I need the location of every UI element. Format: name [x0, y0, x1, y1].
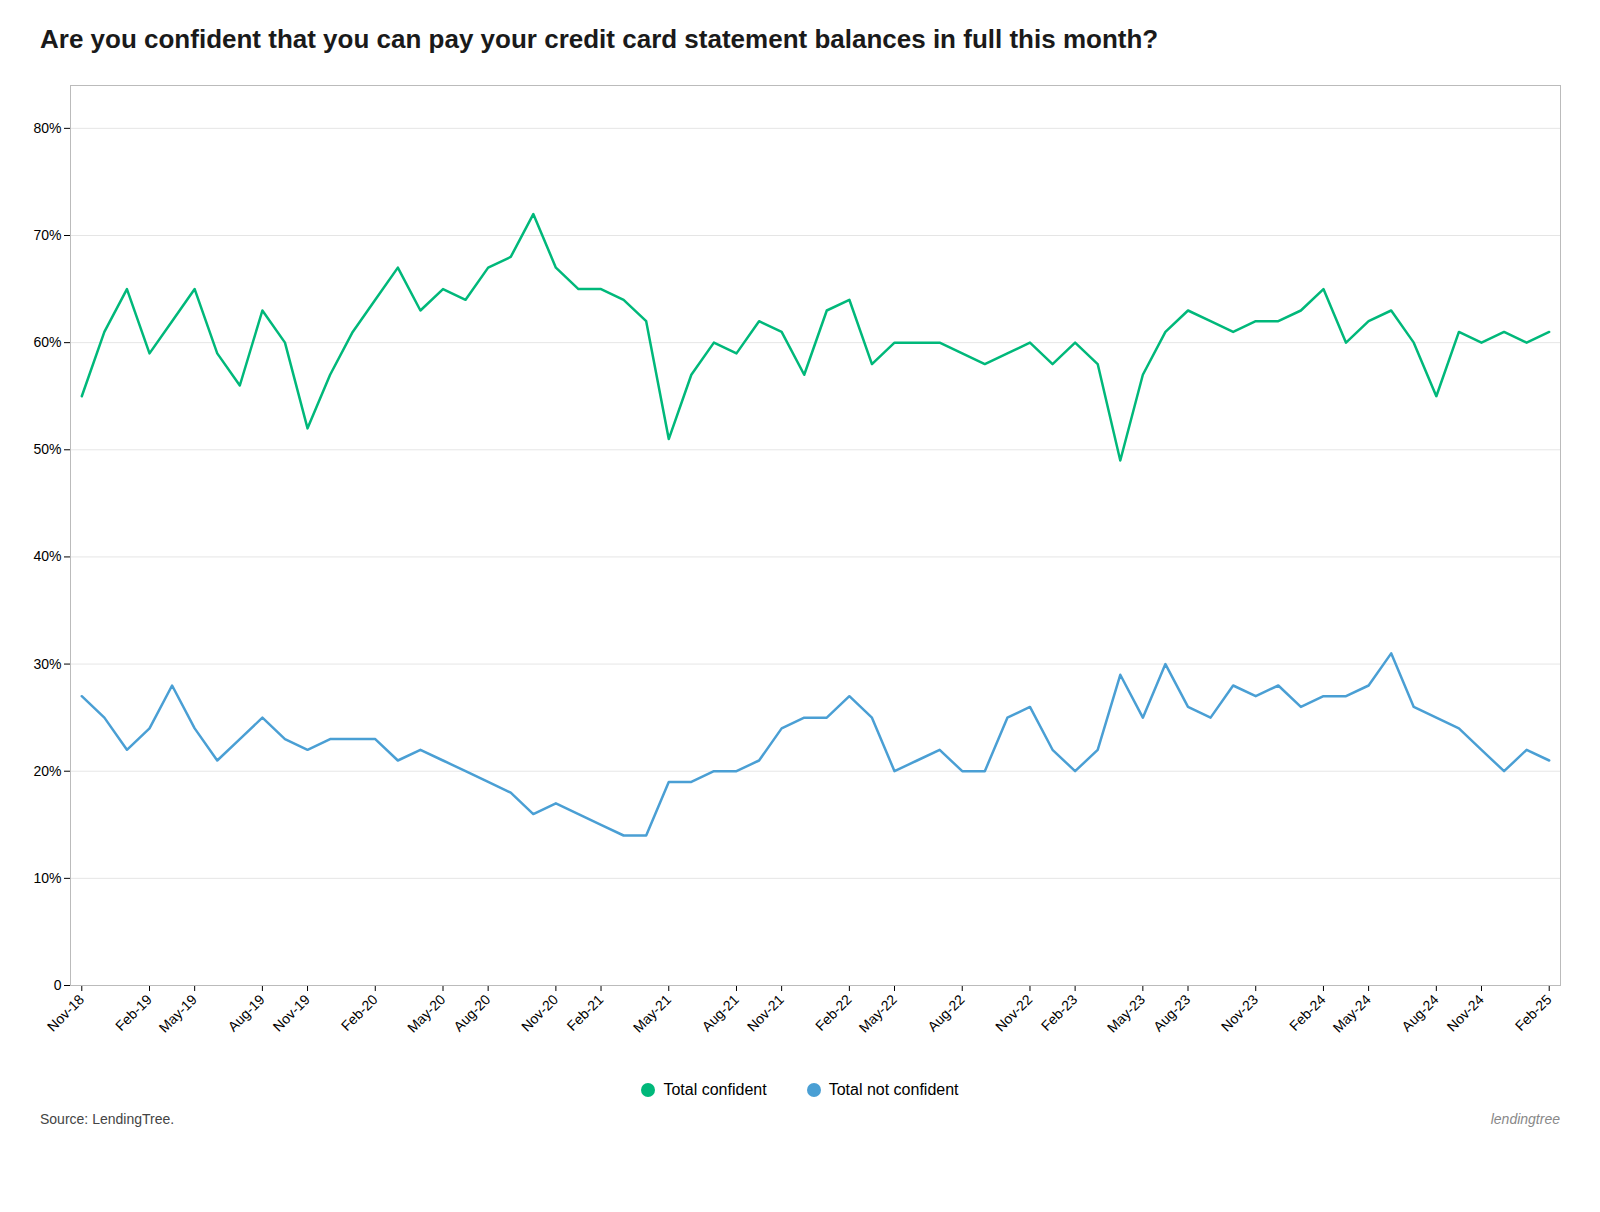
- svg-text:May-23: May-23: [1104, 991, 1148, 1035]
- svg-text:20%: 20%: [33, 763, 61, 779]
- svg-text:Nov-20: Nov-20: [518, 991, 561, 1034]
- svg-text:Nov-22: Nov-22: [992, 991, 1035, 1034]
- svg-text:80%: 80%: [33, 120, 61, 136]
- svg-text:Nov-23: Nov-23: [1218, 991, 1261, 1034]
- svg-text:Aug-22: Aug-22: [924, 991, 967, 1034]
- svg-text:Feb-23: Feb-23: [1038, 991, 1081, 1034]
- svg-text:0: 0: [54, 977, 62, 993]
- html-text:Total confident: Total confident: [663, 1081, 767, 1098]
- svg-text:Aug-20: Aug-20: [450, 991, 493, 1034]
- svg-text:Aug-21: Aug-21: [699, 991, 742, 1034]
- svg-text:40%: 40%: [33, 548, 61, 564]
- svg-text:Aug-19: Aug-19: [224, 991, 267, 1034]
- svg-text:May-21: May-21: [630, 991, 674, 1035]
- svg-text:Nov-21: Nov-21: [744, 991, 787, 1034]
- svg-text:Feb-21: Feb-21: [564, 991, 607, 1034]
- svg-text:60%: 60%: [33, 334, 61, 350]
- svg-text:Feb-22: Feb-22: [812, 991, 855, 1034]
- svg-text:Nov-19: Nov-19: [270, 991, 313, 1034]
- svg-text:May-22: May-22: [855, 991, 899, 1035]
- svg-text:May-24: May-24: [1330, 991, 1374, 1035]
- svg-text:Feb-24: Feb-24: [1286, 991, 1329, 1034]
- html-text:Are you confident that you can: Are you confident that you can pay your …: [40, 24, 1159, 54]
- svg-text:10%: 10%: [33, 870, 61, 886]
- svg-text:Nov-18: Nov-18: [44, 991, 87, 1034]
- svg-text:30%: 30%: [33, 656, 61, 672]
- svg-text:Nov-24: Nov-24: [1444, 991, 1487, 1034]
- html-text:Total not confident: Total not confident: [828, 1081, 959, 1098]
- svg-text:Feb-20: Feb-20: [338, 991, 381, 1034]
- svg-text:Aug-23: Aug-23: [1150, 991, 1193, 1034]
- html-text:Source: LendingTree.: Source: LendingTree.: [40, 1111, 175, 1127]
- svg-text:Feb-19: Feb-19: [112, 991, 155, 1034]
- svg-text:May-19: May-19: [156, 991, 200, 1035]
- svg-text:Aug-24: Aug-24: [1398, 991, 1441, 1034]
- html-text:lendingtree: lendingtree: [1490, 1111, 1560, 1127]
- svg-text:70%: 70%: [33, 227, 61, 243]
- svg-text:50%: 50%: [33, 441, 61, 457]
- svg-text:Feb-25: Feb-25: [1512, 991, 1555, 1034]
- svg-text:May-20: May-20: [404, 991, 448, 1035]
